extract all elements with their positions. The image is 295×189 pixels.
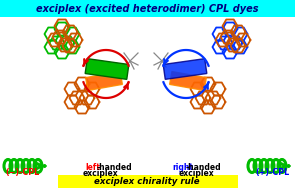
Text: left: left [85, 163, 100, 171]
Polygon shape [86, 72, 122, 91]
Text: (−)-CPL: (−)-CPL [5, 169, 39, 177]
Text: exciplex chirality rule: exciplex chirality rule [94, 177, 200, 186]
Polygon shape [85, 59, 129, 79]
Text: exciplex: exciplex [82, 170, 118, 178]
Text: -handed: -handed [186, 163, 222, 171]
Bar [58, 175, 238, 188]
Text: -handed: -handed [97, 163, 133, 171]
Text: (+)-CPL: (+)-CPL [256, 169, 290, 177]
Polygon shape [163, 59, 207, 79]
Polygon shape [170, 72, 206, 91]
Bar [0, 0, 295, 17]
Text: right: right [172, 163, 193, 171]
Text: exciplex: exciplex [178, 170, 214, 178]
Text: exciplex (excited heterodimer) CPL dyes: exciplex (excited heterodimer) CPL dyes [36, 4, 258, 13]
